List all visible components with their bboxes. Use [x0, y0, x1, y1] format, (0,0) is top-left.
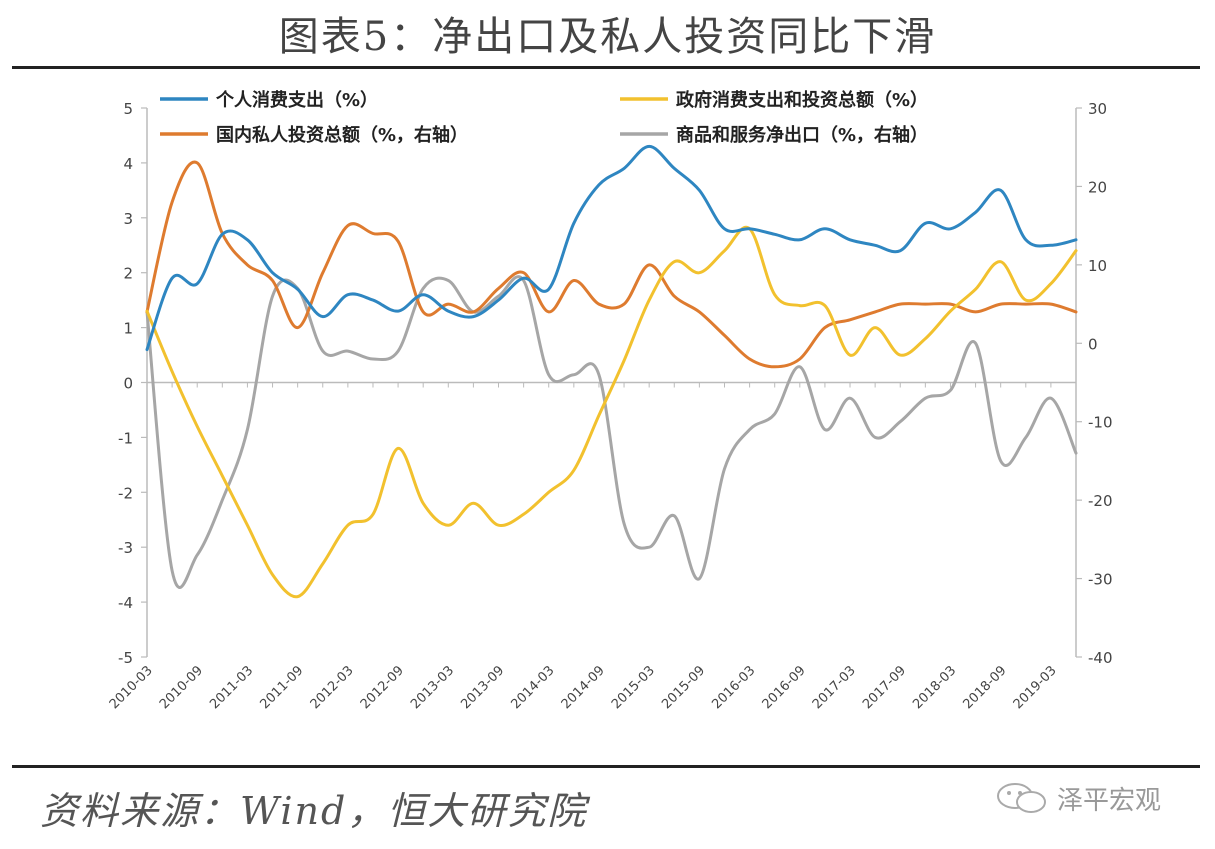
top-rule [12, 66, 1200, 69]
right-tick-label: 20 [1088, 178, 1107, 196]
x-tick-label: 2014-09 [559, 663, 608, 712]
x-tick-label: 2018-09 [960, 663, 1009, 712]
page-title: 图表5：净出口及私人投资同比下滑 [278, 14, 937, 60]
x-tick-label: 2016-03 [709, 663, 758, 712]
series-line-1 [145, 144, 1078, 352]
x-tick-label: 2017-09 [860, 663, 909, 712]
left-tick-label: 0 [123, 375, 133, 393]
left-tick-label: 4 [123, 155, 133, 173]
left-tick-label: 5 [123, 100, 133, 118]
watermark-text: 泽平宏观 [1057, 785, 1162, 816]
series-line-4 [145, 275, 1078, 589]
x-tick-label: 2018-03 [910, 663, 959, 712]
left-tick-label: 3 [123, 210, 133, 228]
right-tick-label: 10 [1088, 257, 1107, 275]
right-tick-label: 30 [1088, 100, 1107, 118]
x-tick-label: 2016-09 [760, 663, 809, 712]
wechat-icon [997, 783, 1046, 813]
right-tick-label: -20 [1088, 492, 1113, 510]
left-tick-label: -1 [118, 429, 133, 447]
source-note: 资料来源：Wind，恒大研究院 [40, 789, 588, 833]
right-tick-label: 0 [1088, 335, 1098, 353]
left-tick-label: 2 [123, 265, 133, 283]
right-tick-label: -30 [1088, 571, 1113, 589]
x-tick-label: 2011-03 [207, 663, 256, 712]
left-tick-label: -2 [118, 484, 133, 502]
legend-label-1: 个人消费支出（%） [215, 89, 378, 111]
left-tick-label: -5 [118, 649, 133, 667]
chart: 543210-1-2-3-4-53020100-10-20-30-402010-… [107, 89, 1113, 712]
watermark: 泽平宏观 [995, 780, 1161, 816]
legend-label-3: 国内私人投资总额（%，右轴） [216, 124, 468, 146]
series-line-2 [145, 225, 1078, 599]
left-tick-label: -4 [118, 594, 133, 612]
x-tick-label: 2019-03 [1011, 663, 1060, 712]
right-tick-label: -10 [1088, 414, 1113, 432]
left-tick-label: -3 [118, 539, 133, 557]
x-tick-label: 2013-03 [408, 663, 457, 712]
x-tick-label: 2013-09 [458, 663, 507, 712]
x-tick-label: 2012-03 [308, 663, 357, 712]
legend-label-4: 商品和服务净出口（%，右轴） [676, 124, 928, 146]
bottom-rule [12, 765, 1200, 768]
x-tick-label: 2014-03 [509, 663, 558, 712]
legend-label-2: 政府消费支出和投资总额（%） [676, 89, 928, 111]
left-tick-label: 1 [123, 320, 133, 338]
x-tick-label: 2010-03 [107, 663, 156, 712]
x-tick-label: 2011-09 [257, 663, 306, 712]
x-tick-label: 2010-09 [157, 663, 206, 712]
x-tick-label: 2015-09 [659, 663, 708, 712]
right-tick-label: -40 [1088, 649, 1113, 667]
x-tick-label: 2012-09 [358, 663, 407, 712]
series-line-3 [145, 160, 1078, 369]
x-tick-label: 2017-03 [810, 663, 859, 712]
x-tick-label: 2015-03 [609, 663, 658, 712]
